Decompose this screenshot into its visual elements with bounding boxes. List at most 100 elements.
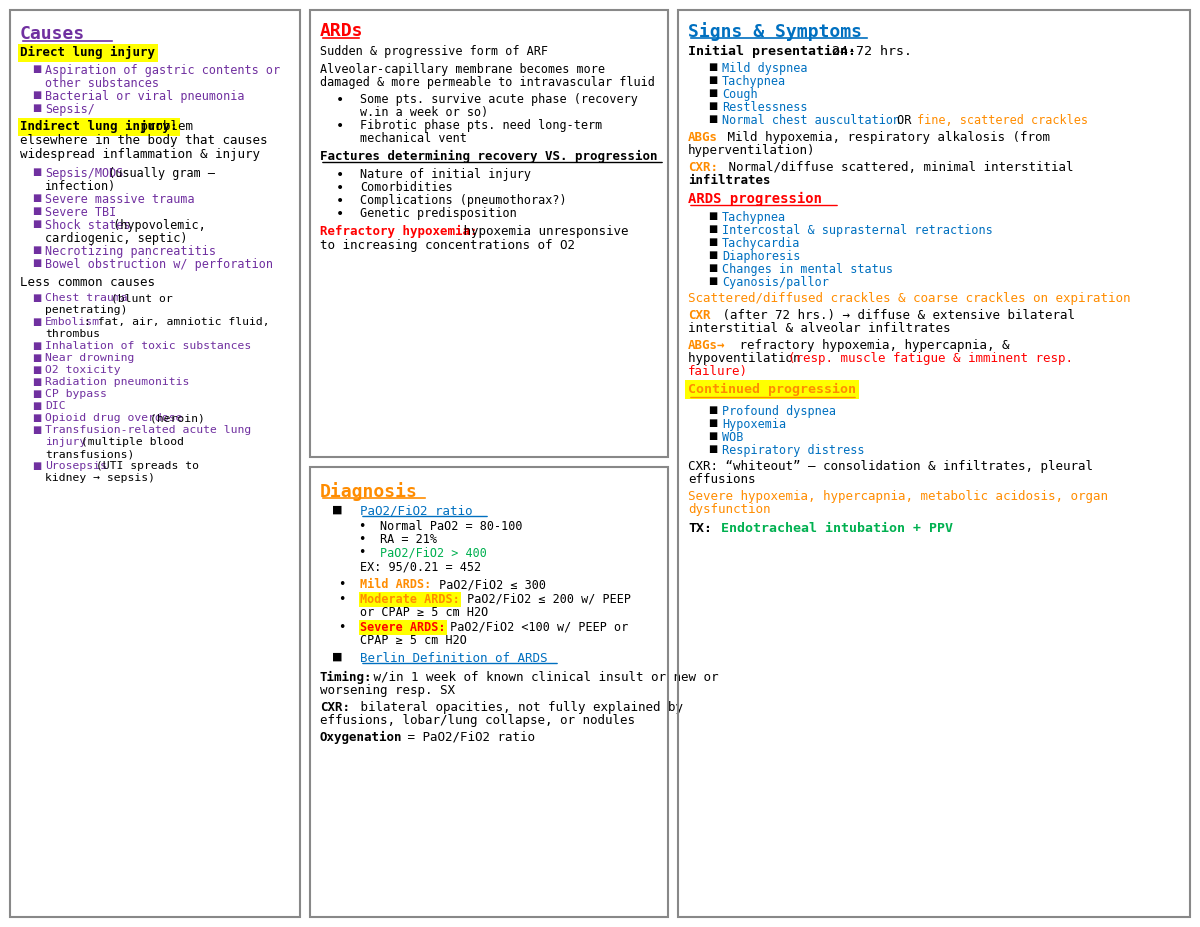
Text: infiltrates: infiltrates bbox=[688, 174, 770, 187]
Text: (heroin): (heroin) bbox=[143, 413, 205, 423]
Text: Hypoxemia: Hypoxemia bbox=[722, 418, 786, 431]
Text: WOB: WOB bbox=[722, 431, 743, 444]
Text: PaO2/FiO2 ≤ 300: PaO2/FiO2 ≤ 300 bbox=[432, 578, 546, 591]
Text: worsening resp. SX: worsening resp. SX bbox=[320, 684, 455, 697]
Text: ■: ■ bbox=[32, 353, 41, 363]
Text: ■: ■ bbox=[708, 88, 718, 98]
Text: ■: ■ bbox=[32, 401, 41, 411]
Text: •: • bbox=[358, 520, 365, 533]
Text: cardiogenic, septic): cardiogenic, septic) bbox=[46, 232, 187, 245]
Text: Comorbidities: Comorbidities bbox=[360, 181, 452, 194]
Text: transfusions): transfusions) bbox=[46, 449, 134, 459]
Text: PaO2/FiO2 <100 w/ PEEP or: PaO2/FiO2 <100 w/ PEEP or bbox=[443, 621, 629, 634]
Text: injury: injury bbox=[46, 437, 86, 447]
Text: (UTI spreads to: (UTI spreads to bbox=[89, 461, 199, 471]
Text: TX:: TX: bbox=[688, 522, 712, 535]
Text: ■: ■ bbox=[32, 245, 41, 255]
Text: (after 72 hrs.) → diffuse & extensive bilateral: (after 72 hrs.) → diffuse & extensive bi… bbox=[715, 309, 1075, 322]
Text: ■: ■ bbox=[32, 317, 41, 327]
Text: effusions: effusions bbox=[688, 473, 756, 486]
Text: Indirect lung injury:: Indirect lung injury: bbox=[20, 120, 178, 133]
Text: ■: ■ bbox=[32, 258, 41, 268]
Text: •: • bbox=[338, 593, 346, 606]
Text: Less common causes: Less common causes bbox=[20, 276, 155, 289]
Text: refractory hypoxemia, hypercapnia, &: refractory hypoxemia, hypercapnia, & bbox=[732, 339, 1009, 352]
Text: ABGs: ABGs bbox=[688, 131, 718, 144]
Text: (usually gram –: (usually gram – bbox=[101, 167, 215, 180]
Text: Normal/diffuse scattered, minimal interstitial: Normal/diffuse scattered, minimal inters… bbox=[721, 161, 1074, 174]
Text: Sepsis/: Sepsis/ bbox=[46, 103, 95, 116]
Text: Normal PaO2 = 80-100: Normal PaO2 = 80-100 bbox=[380, 520, 522, 533]
Text: Restlessness: Restlessness bbox=[722, 101, 808, 114]
Text: ■: ■ bbox=[32, 413, 41, 423]
Text: Mild ARDS:: Mild ARDS: bbox=[360, 578, 431, 591]
Text: •: • bbox=[336, 181, 344, 195]
Text: Intercostal & suprasternal retractions: Intercostal & suprasternal retractions bbox=[722, 224, 992, 237]
Text: ■: ■ bbox=[708, 431, 718, 441]
Text: interstitial & alveolar infiltrates: interstitial & alveolar infiltrates bbox=[688, 322, 950, 335]
Bar bbox=[10, 10, 300, 917]
Text: (multiple blood: (multiple blood bbox=[74, 437, 185, 447]
Text: Diaphoresis: Diaphoresis bbox=[722, 250, 800, 263]
Text: ■: ■ bbox=[708, 62, 718, 72]
Text: Moderate ARDS:: Moderate ARDS: bbox=[360, 593, 460, 606]
Text: Radiation pneumonitis: Radiation pneumonitis bbox=[46, 377, 190, 387]
Text: ■: ■ bbox=[332, 505, 342, 515]
Text: bilateral opacities, not fully explained by: bilateral opacities, not fully explained… bbox=[353, 701, 683, 714]
Text: hypoxemia unresponsive: hypoxemia unresponsive bbox=[456, 225, 629, 238]
Text: = PaO2/FiO2 ratio: = PaO2/FiO2 ratio bbox=[400, 731, 535, 744]
Text: ■: ■ bbox=[708, 75, 718, 85]
Text: Changes in mental status: Changes in mental status bbox=[722, 263, 893, 276]
Text: (resp. muscle fatigue & imminent resp.: (resp. muscle fatigue & imminent resp. bbox=[788, 352, 1073, 365]
Text: w.in a week or so): w.in a week or so) bbox=[360, 106, 488, 119]
Text: elsewhere in the body that causes: elsewhere in the body that causes bbox=[20, 134, 268, 147]
Text: Scattered/diffused crackles & coarse crackles on expiration: Scattered/diffused crackles & coarse cra… bbox=[688, 292, 1130, 305]
Text: Severe TBI: Severe TBI bbox=[46, 206, 116, 219]
Text: dysfunction: dysfunction bbox=[688, 503, 770, 516]
Text: Severe ARDS:: Severe ARDS: bbox=[360, 621, 445, 634]
Text: OR: OR bbox=[890, 114, 918, 127]
Text: Oxygenation: Oxygenation bbox=[320, 731, 402, 744]
Text: ■: ■ bbox=[708, 276, 718, 286]
Text: ■: ■ bbox=[32, 167, 41, 177]
Text: Inhalation of toxic substances: Inhalation of toxic substances bbox=[46, 341, 251, 351]
Text: •: • bbox=[358, 533, 365, 546]
Text: thrombus: thrombus bbox=[46, 329, 100, 339]
Text: •: • bbox=[336, 168, 344, 182]
Text: mechanical vent: mechanical vent bbox=[360, 132, 467, 145]
Text: Mild dyspnea: Mild dyspnea bbox=[722, 62, 808, 75]
Text: or CPAP ≥ 5 cm H2O: or CPAP ≥ 5 cm H2O bbox=[360, 606, 488, 619]
Text: Refractory hypoxemia:: Refractory hypoxemia: bbox=[320, 225, 478, 238]
Text: Berlin Definition of ARDS: Berlin Definition of ARDS bbox=[360, 652, 547, 665]
Text: ARDs: ARDs bbox=[320, 22, 364, 40]
Text: hyperventilation): hyperventilation) bbox=[688, 144, 816, 157]
Text: CPAP ≥ 5 cm H2O: CPAP ≥ 5 cm H2O bbox=[360, 634, 467, 647]
Text: CXR: “whiteout” – consolidation & infiltrates, pleural: CXR: “whiteout” – consolidation & infilt… bbox=[688, 460, 1093, 473]
Text: RA = 21%: RA = 21% bbox=[380, 533, 437, 546]
Text: Fibrotic phase pts. need long-term: Fibrotic phase pts. need long-term bbox=[360, 119, 602, 132]
Text: w/in 1 week of known clinical insult or new or: w/in 1 week of known clinical insult or … bbox=[366, 671, 719, 684]
Text: Some pts. survive acute phase (recovery: Some pts. survive acute phase (recovery bbox=[360, 93, 638, 106]
Text: Necrotizing pancreatitis: Necrotizing pancreatitis bbox=[46, 245, 216, 258]
Text: ■: ■ bbox=[32, 377, 41, 387]
Text: ■: ■ bbox=[32, 206, 41, 216]
Text: Respiratory distress: Respiratory distress bbox=[722, 444, 864, 457]
Text: CXR: CXR bbox=[688, 309, 710, 322]
Text: Normal chest auscultation: Normal chest auscultation bbox=[722, 114, 900, 127]
Text: problem: problem bbox=[133, 120, 193, 133]
Text: ABGs→: ABGs→ bbox=[688, 339, 726, 352]
Text: Opioid drug overdose: Opioid drug overdose bbox=[46, 413, 182, 423]
Text: •: • bbox=[336, 119, 344, 133]
Text: to increasing concentrations of O2: to increasing concentrations of O2 bbox=[320, 239, 575, 252]
Text: ■: ■ bbox=[708, 418, 718, 428]
Text: Chest trauma: Chest trauma bbox=[46, 293, 127, 303]
Text: Continued progression: Continued progression bbox=[688, 383, 856, 396]
Text: ARDS progression: ARDS progression bbox=[688, 192, 822, 206]
Text: Endotracheal intubation + PPV: Endotracheal intubation + PPV bbox=[713, 522, 953, 535]
Text: Severe massive trauma: Severe massive trauma bbox=[46, 193, 194, 206]
Text: 24-72 hrs.: 24-72 hrs. bbox=[824, 45, 912, 58]
Text: Nature of initial injury: Nature of initial injury bbox=[360, 168, 530, 181]
Text: ■: ■ bbox=[32, 193, 41, 203]
Text: other substances: other substances bbox=[46, 77, 158, 90]
Text: •: • bbox=[336, 207, 344, 221]
